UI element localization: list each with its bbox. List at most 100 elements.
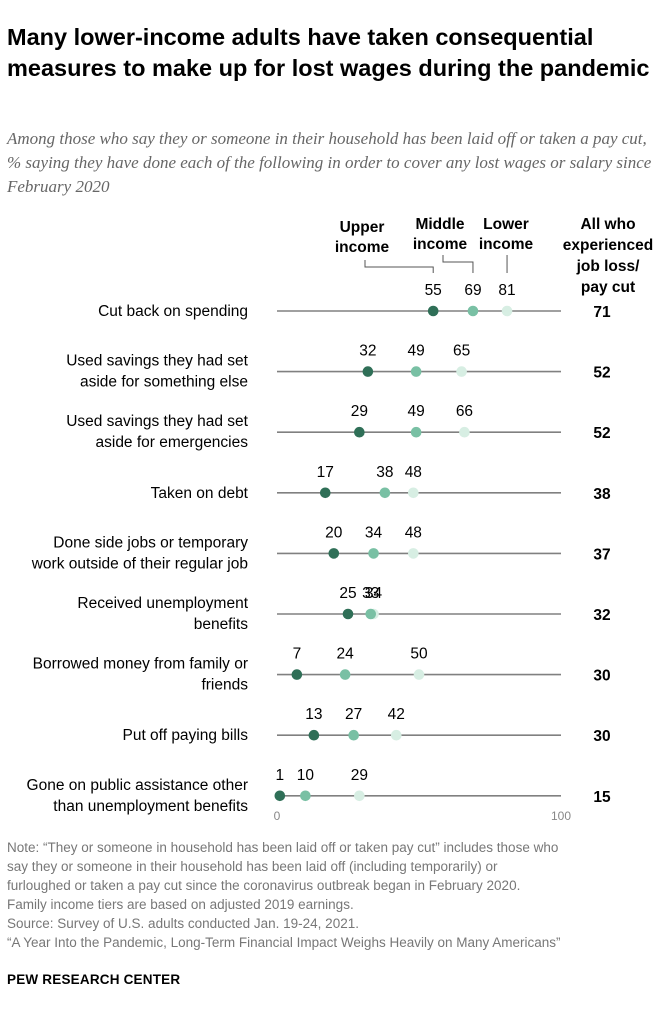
value-label-lower-income: 81 xyxy=(498,282,515,299)
value-label-upper-income: 1 xyxy=(276,767,285,784)
dot-lower-income xyxy=(390,729,402,741)
x-tick-label: 100 xyxy=(551,809,571,820)
value-label-upper-income: 7 xyxy=(293,646,302,663)
value-total: 30 xyxy=(593,668,610,685)
dot-lower-income xyxy=(459,426,470,438)
notes: Note: “They or someone in household has … xyxy=(7,838,659,952)
row-label: Put off paying bills xyxy=(122,727,248,744)
dot-upper-income xyxy=(362,366,374,377)
value-label-middle-income: 27 xyxy=(345,706,362,723)
row-label: Cut back on spending xyxy=(98,303,248,320)
value-label-lower-income: 34 xyxy=(365,585,383,602)
note-line: Note: “They or someone in household has … xyxy=(7,840,559,855)
legend-middle-income: Middle xyxy=(415,216,464,233)
note-line: Family income tiers are based on adjuste… xyxy=(7,897,354,912)
dot-middle-income xyxy=(339,669,351,680)
value-label-middle-income: 24 xyxy=(337,646,355,663)
value-total: 37 xyxy=(593,546,610,563)
row-label: than unemployment benefits xyxy=(53,798,248,815)
dot-upper-income xyxy=(308,729,320,741)
value-label-middle-income: 69 xyxy=(464,282,481,299)
dot-upper-income xyxy=(427,305,439,317)
value-label-middle-income: 49 xyxy=(408,403,425,420)
value-label-middle-income: 10 xyxy=(297,767,315,784)
dot-lower-income xyxy=(354,790,365,802)
legend-connector-middle xyxy=(442,255,474,273)
value-total: 38 xyxy=(593,486,611,503)
legend-all-who-experienced: job loss/ xyxy=(576,258,641,275)
value-total: 15 xyxy=(593,789,611,806)
dot-middle-income xyxy=(300,790,311,802)
x-tick-label: 0 xyxy=(274,809,281,820)
value-label-lower-income: 48 xyxy=(405,524,422,541)
value-label-upper-income: 25 xyxy=(339,585,356,602)
dot-middle-income xyxy=(368,548,379,559)
value-total: 52 xyxy=(593,365,610,382)
dot-lower-income xyxy=(413,669,425,680)
report-title-line: “A Year Into the Pandemic, Long-Term Fin… xyxy=(7,935,561,950)
dot-lower-income xyxy=(501,305,513,317)
legend-lower-income: Lower xyxy=(483,216,529,233)
dot-middle-income xyxy=(410,366,422,377)
dot-upper-income xyxy=(328,548,340,559)
value-label-lower-income: 48 xyxy=(405,464,422,481)
dot-upper-income xyxy=(274,790,286,802)
legend-middle-income: income xyxy=(413,236,468,253)
value-total: 30 xyxy=(593,728,610,745)
value-label-lower-income: 65 xyxy=(453,343,470,360)
dot-lower-income xyxy=(408,487,419,499)
value-label-middle-income: 38 xyxy=(376,464,393,481)
value-label-lower-income: 42 xyxy=(388,706,405,723)
value-label-middle-income: 49 xyxy=(408,343,425,360)
row-label: Gone on public assistance other xyxy=(27,777,248,794)
row-label: friends xyxy=(201,677,248,694)
legend-connector-upper xyxy=(364,260,434,273)
row-label: Taken on debt xyxy=(151,485,249,502)
row-label: work outside of their regular job xyxy=(31,555,248,572)
row-label: Received unemployment xyxy=(77,595,248,612)
legend-upper-income: income xyxy=(335,239,390,256)
row-label: Done side jobs or temporary xyxy=(53,534,248,551)
value-label-upper-income: 20 xyxy=(325,524,343,541)
value-label-middle-income: 34 xyxy=(365,524,383,541)
value-label-upper-income: 13 xyxy=(305,706,322,723)
dot-upper-income xyxy=(342,608,354,620)
note-line: say they or someone in their household h… xyxy=(7,859,498,874)
row-label: Borrowed money from family or xyxy=(33,656,248,673)
dot-middle-income xyxy=(348,729,359,741)
value-total: 52 xyxy=(593,425,610,442)
dot-plot: Upper income Middle income Lower income All wh… xyxy=(27,216,654,820)
value-label-lower-income: 66 xyxy=(456,403,473,420)
value-total: 32 xyxy=(593,607,610,624)
legend-all-who-experienced: experienced xyxy=(563,237,653,254)
value-label-upper-income: 55 xyxy=(425,282,442,299)
value-label-middle-income: 33 xyxy=(362,585,379,602)
row-label: benefits xyxy=(194,616,249,633)
dot-upper-income xyxy=(291,669,303,680)
row-label: aside for something else xyxy=(80,374,248,391)
value-label-upper-income: 32 xyxy=(359,343,376,360)
dot-middle-income xyxy=(467,305,479,317)
value-label-lower-income: 29 xyxy=(351,767,368,784)
value-total: 71 xyxy=(593,304,611,321)
value-label-upper-income: 29 xyxy=(351,403,368,420)
dot-lower-income xyxy=(408,548,419,559)
dot-upper-income xyxy=(319,487,331,499)
footer-brand: PEW RESEARCH CENTER xyxy=(7,972,181,987)
value-label-upper-income: 17 xyxy=(317,464,334,481)
chart-title: Many lower-income adults have taken cons… xyxy=(7,24,650,81)
row-label: Used savings they had set xyxy=(66,353,248,370)
value-label-lower-income: 50 xyxy=(410,646,428,663)
source-line: Source: Survey of U.S. adults conducted … xyxy=(7,916,359,931)
legend-upper-income: Upper xyxy=(340,219,385,236)
legend-lower-income: income xyxy=(479,236,534,253)
row-label: aside for emergencies xyxy=(96,434,249,451)
legend-all-who-experienced: All who xyxy=(580,216,635,233)
row-label: Used savings they had set xyxy=(66,413,248,430)
dot-middle-income xyxy=(365,608,377,620)
chart-subtitle: Among those who say they or someone in t… xyxy=(7,129,652,196)
dot-upper-income xyxy=(354,426,365,438)
note-line: furloughed or taken a pay cut since the … xyxy=(7,878,521,893)
legend-all-who-experienced: pay cut xyxy=(581,279,635,296)
dot-lower-income xyxy=(456,366,467,377)
